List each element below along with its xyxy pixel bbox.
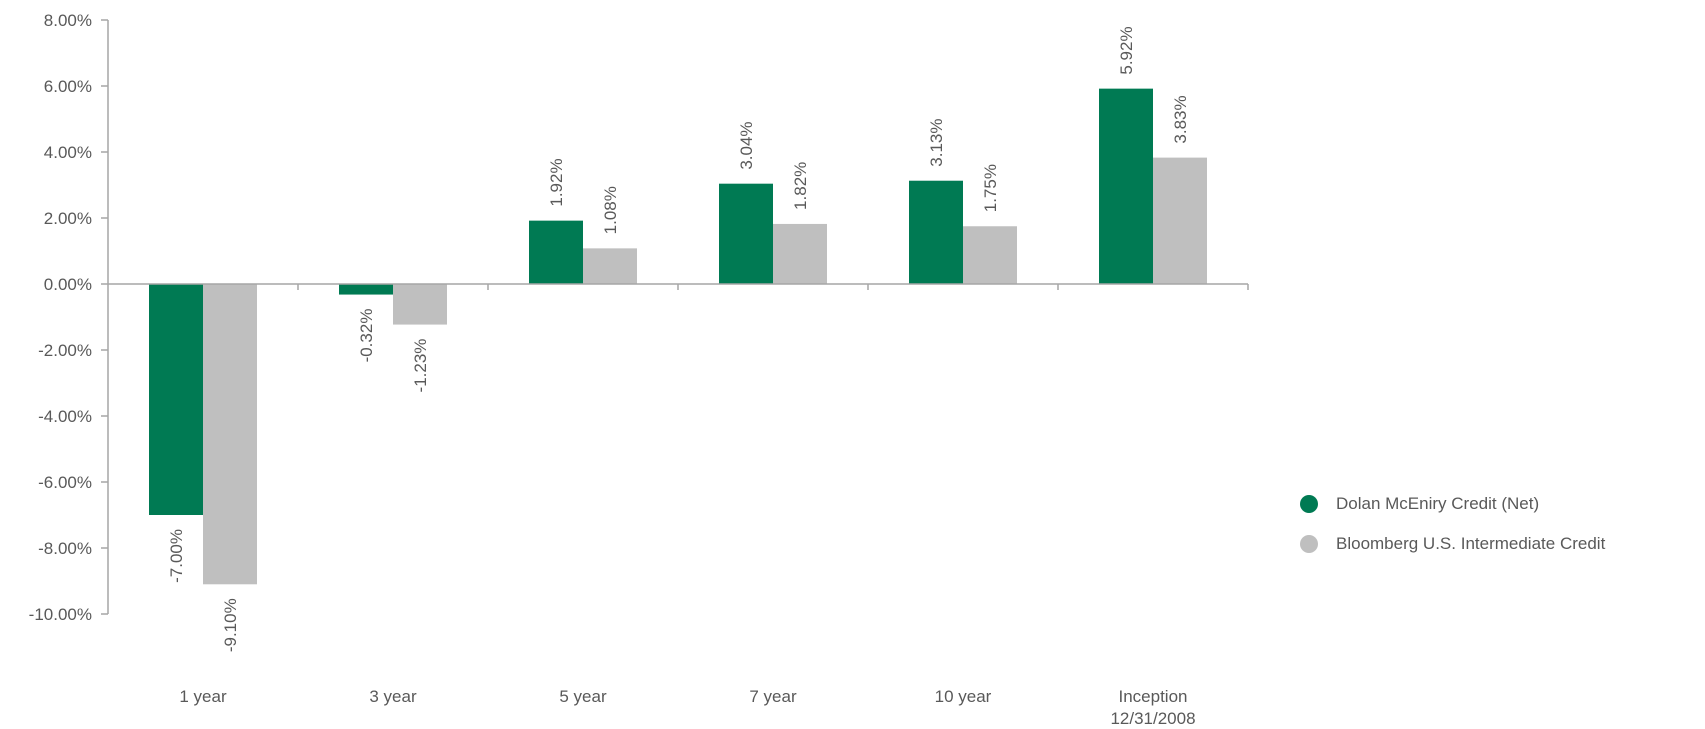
y-tick-label: -6.00% <box>38 473 92 492</box>
data-label: 1.92% <box>547 158 566 206</box>
data-label: 1.08% <box>601 186 620 234</box>
bar-series-0-1 <box>339 284 393 295</box>
y-tick-label: -8.00% <box>38 539 92 558</box>
bar-series-1-0 <box>203 284 257 585</box>
y-tick-label: -2.00% <box>38 341 92 360</box>
data-label: 3.04% <box>737 121 756 169</box>
bar-series-1-3 <box>773 223 827 284</box>
bar-series-0-4 <box>909 180 963 284</box>
category-label: 1 year <box>179 687 227 706</box>
legend-swatch-dolan <box>1300 495 1318 513</box>
data-label: 1.82% <box>791 162 810 210</box>
legend-item-dolan: Dolan McEniry Credit (Net) <box>1300 492 1605 516</box>
legend-item-bloomberg: Bloomberg U.S. Intermediate Credit <box>1300 532 1605 556</box>
data-label: 3.83% <box>1171 95 1190 143</box>
bar-series-0-3 <box>719 183 773 284</box>
bar-series-0-2 <box>529 220 583 284</box>
legend: Dolan McEniry Credit (Net) Bloomberg U.S… <box>1300 492 1605 572</box>
y-tick-label: -10.00% <box>29 605 92 624</box>
data-label: -7.00% <box>167 529 186 583</box>
data-label: 5.92% <box>1117 26 1136 74</box>
legend-label-dolan: Dolan McEniry Credit (Net) <box>1336 494 1540 513</box>
data-label: -0.32% <box>357 309 376 363</box>
bar-series-1-4 <box>963 226 1017 284</box>
bar-series-0-0 <box>149 284 203 515</box>
y-tick-label: 4.00% <box>44 143 92 162</box>
category-label: Inception <box>1119 687 1188 706</box>
y-tick-label: 6.00% <box>44 77 92 96</box>
y-tick-label: 0.00% <box>44 275 92 294</box>
category-label: 3 year <box>369 687 417 706</box>
legend-label-bloomberg: Bloomberg U.S. Intermediate Credit <box>1336 534 1606 553</box>
data-label: 3.13% <box>927 119 946 167</box>
data-label: -1.23% <box>411 339 430 393</box>
bar-series-1-2 <box>583 248 637 284</box>
bar-series-1-1 <box>393 284 447 325</box>
category-label: 12/31/2008 <box>1110 709 1195 728</box>
y-tick-label: 2.00% <box>44 209 92 228</box>
y-tick-label: -4.00% <box>38 407 92 426</box>
category-label: 5 year <box>559 687 607 706</box>
bar-series-1-5 <box>1153 157 1207 284</box>
data-label: -9.10% <box>221 598 240 652</box>
legend-swatch-bloomberg <box>1300 535 1318 553</box>
category-label: 10 year <box>935 687 992 706</box>
y-tick-label: 8.00% <box>44 11 92 30</box>
bar-series-0-5 <box>1099 88 1153 284</box>
data-label: 1.75% <box>981 164 1000 212</box>
category-label: 7 year <box>749 687 797 706</box>
